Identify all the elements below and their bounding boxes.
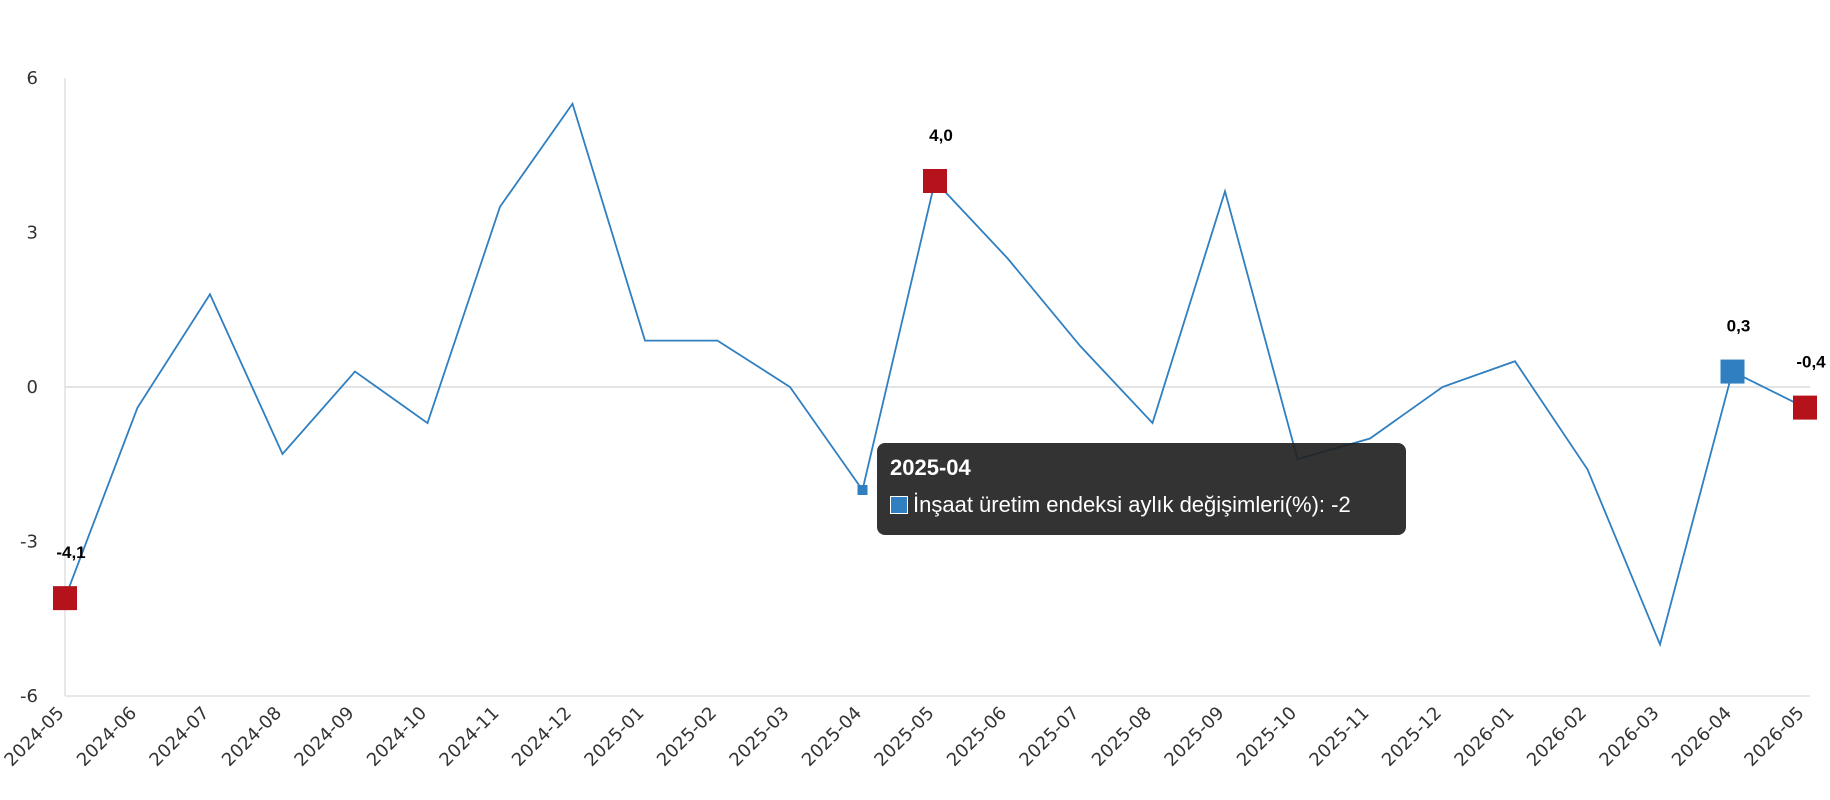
- data-label: -0,4: [1796, 353, 1826, 372]
- x-tick-label: 2025-02: [653, 703, 721, 771]
- tooltip-series-swatch: [890, 496, 908, 514]
- x-tick-label: 2025-06: [943, 703, 1011, 771]
- x-tick-label: 2024-10: [363, 703, 431, 771]
- data-markers: -4,1 4,0 0,3 -0,4: [53, 126, 1826, 611]
- x-tick-label: 2024-07: [145, 703, 213, 771]
- x-tick-label: 2025-12: [1378, 703, 1446, 771]
- y-tick-label: -6: [20, 686, 38, 707]
- x-tick-label: 2024-11: [435, 703, 503, 771]
- data-label: 0,3: [1727, 317, 1751, 336]
- chart-tooltip: 2025-04 İnşaat üretim endeksi aylık deği…: [877, 443, 1406, 535]
- x-tick-label: 2024-06: [73, 703, 141, 771]
- data-point-marker: [1793, 395, 1817, 420]
- data-point-marker: [53, 586, 77, 611]
- x-tick-label: 2026-02: [1523, 703, 1591, 771]
- x-tick-label: 2024-12: [508, 703, 576, 771]
- data-label: 4,0: [929, 126, 953, 145]
- x-tick-label: 2026-03: [1595, 703, 1663, 771]
- y-tick-label: -3: [20, 532, 38, 553]
- x-tick-label: 2025-05: [870, 703, 938, 771]
- x-tick-label: 2025-07: [1015, 703, 1083, 771]
- x-axis-ticks: 2024-05 2024-06 2024-07 2024-08 2024-09 2024-…: [0, 703, 1808, 771]
- x-tick-label: 2024-08: [218, 703, 286, 771]
- y-tick-label: 6: [27, 68, 38, 89]
- y-tick-label: 3: [27, 223, 38, 244]
- x-tick-label: 2025-04: [798, 703, 866, 771]
- data-point-marker: [923, 169, 947, 193]
- data-label: -4,1: [56, 543, 85, 562]
- hover-point-marker: [857, 485, 868, 495]
- tooltip-title: 2025-04: [890, 455, 971, 480]
- x-tick-label: 2024-09: [290, 703, 358, 771]
- tooltip-row: İnşaat üretim endeksi aylık değişimleri(…: [890, 492, 1393, 518]
- tooltip-text: İnşaat üretim endeksi aylık değişimleri(…: [913, 492, 1351, 517]
- x-tick-label: 2026-01: [1450, 703, 1518, 771]
- x-tick-label: 2025-03: [725, 703, 793, 771]
- x-tick-label: 2025-11: [1305, 703, 1373, 771]
- x-tick-label: 2025-08: [1088, 703, 1156, 771]
- x-tick-label: 2026-04: [1668, 703, 1736, 771]
- x-tick-label: 2025-01: [580, 703, 648, 771]
- data-point-marker: [1720, 359, 1745, 384]
- x-tick-label: 2025-09: [1160, 703, 1228, 771]
- x-tick-label: 2025-10: [1233, 703, 1301, 771]
- y-axis-ticks: -6 -3 0 3 6: [20, 68, 38, 707]
- y-tick-label: 0: [27, 377, 38, 398]
- x-tick-label: 2024-05: [0, 703, 68, 771]
- x-tick-label: 2026-05: [1740, 703, 1808, 771]
